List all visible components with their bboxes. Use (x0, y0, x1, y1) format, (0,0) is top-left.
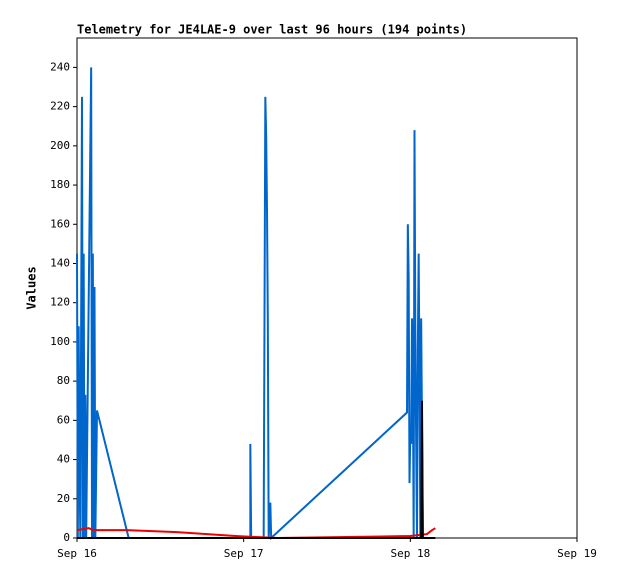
chart-title: Telemetry for JE4LAE-9 over last 96 hour… (77, 23, 467, 37)
series-line (77, 400, 436, 539)
y-tick-label: 60 (57, 413, 70, 426)
y-tick-label: 160 (50, 217, 70, 230)
y-tick-label: 20 (57, 492, 70, 505)
y-tick-label: 100 (50, 335, 70, 348)
series-line (76, 67, 424, 541)
y-tick-label: 80 (57, 374, 70, 387)
y-axis-label: Values (25, 266, 39, 309)
y-tick-label: 120 (50, 296, 70, 309)
x-tick-label: Sep 17 (224, 547, 264, 560)
y-tick-label: 220 (50, 100, 70, 113)
x-tick-label: Sep 18 (390, 547, 430, 560)
y-tick-label: 200 (50, 139, 70, 152)
y-tick-label: 180 (50, 178, 70, 191)
x-tick-label: Sep 19 (557, 547, 597, 560)
plot-frame (76, 37, 578, 539)
y-tick-label: 40 (57, 453, 70, 466)
y-tick-label: 140 (50, 256, 70, 269)
y-tick-label: 240 (50, 60, 70, 73)
x-tick-label: Sep 16 (57, 547, 97, 560)
y-tick-label: 0 (63, 531, 70, 544)
series-line (76, 527, 436, 540)
